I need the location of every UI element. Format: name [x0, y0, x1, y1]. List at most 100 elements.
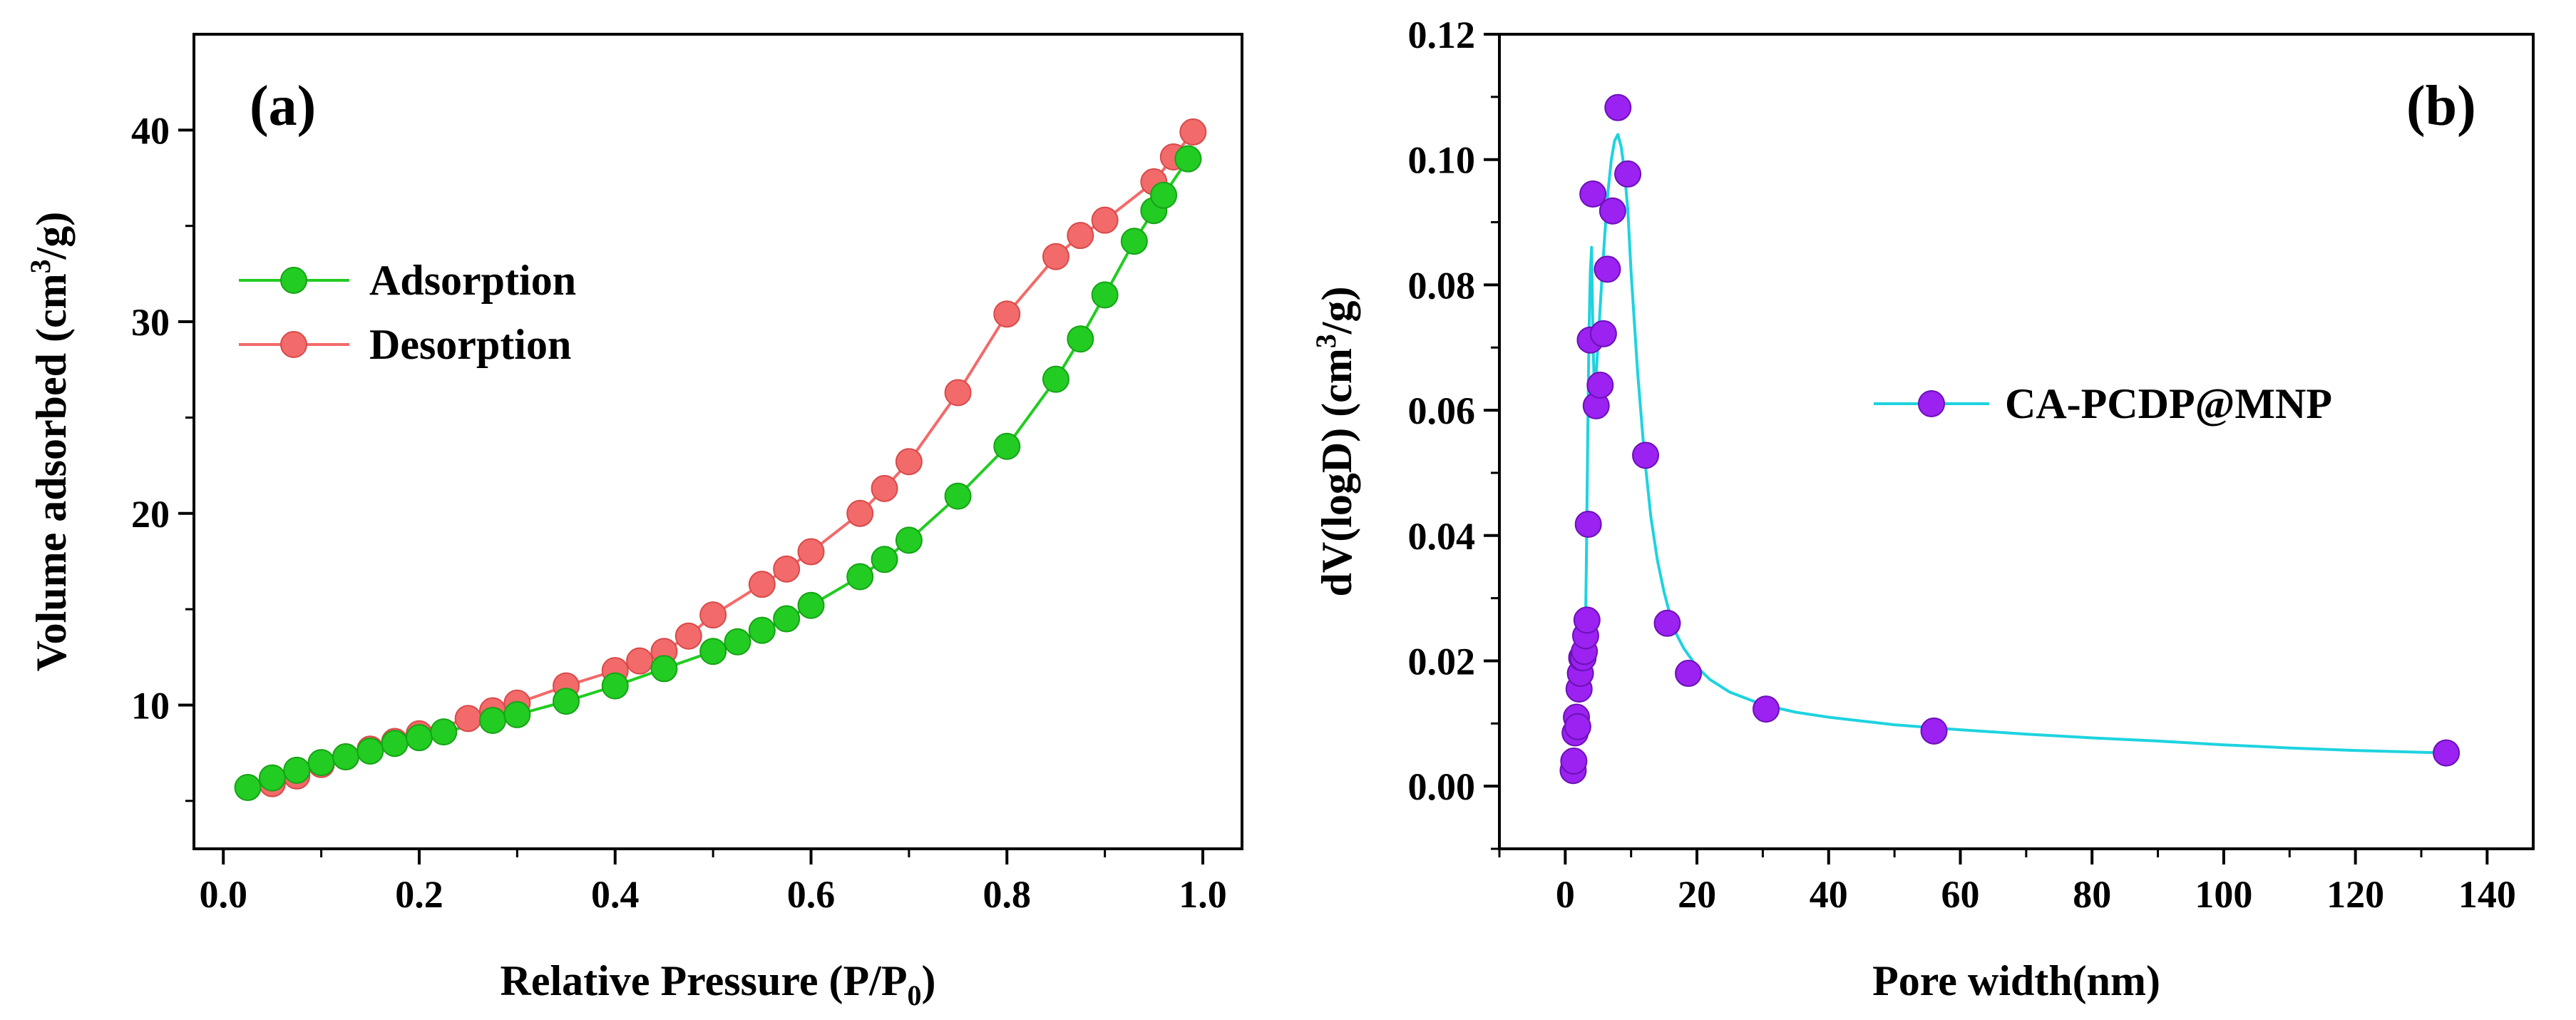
x-tick-label-b: 140	[2458, 873, 2516, 916]
y-tick-label-a: 20	[131, 493, 170, 536]
adsorption-point	[895, 526, 923, 554]
adsorption-point	[724, 628, 751, 656]
adsorption-point	[356, 737, 384, 765]
desorption-point	[1091, 206, 1119, 234]
y-tick-label-b: 0.06	[1408, 389, 1476, 432]
adsorption-point	[748, 616, 776, 644]
legend-pore-label: CA-PCDP@MNP	[2005, 380, 2332, 427]
adsorption-point	[773, 605, 801, 633]
legend-adsorption-marker	[280, 267, 307, 294]
adsorption-point	[601, 672, 629, 700]
legend-pore-marker	[1918, 390, 1945, 417]
x-axis-label-a: Relative Pressure (P/P0)	[501, 957, 936, 1011]
desorption-point	[626, 647, 654, 675]
pore-point	[1564, 713, 1591, 740]
adsorption-point	[307, 749, 335, 777]
adsorption-point	[553, 688, 580, 715]
adsorption-point	[283, 756, 311, 784]
pore-point	[1675, 660, 1703, 688]
legend-a: Adsorption Desorption	[239, 257, 576, 368]
panel-a: 0.0 0.2 0.4 0.6 0.8 1.0 10 20 30 40 (a) Adsorpti…	[24, 33, 1243, 1011]
y-tick-label-b: 0.04	[1408, 515, 1476, 558]
pore-point	[1594, 255, 1621, 283]
adsorption-point	[430, 718, 458, 746]
legend-adsorption-label: Adsorption	[369, 257, 576, 304]
desorption-point	[748, 571, 776, 598]
x-tick-label-b: 120	[2326, 873, 2384, 916]
desorption-line	[272, 131, 1194, 785]
adsorption-point	[1150, 181, 1178, 209]
x-tick-label-b: 100	[2195, 873, 2252, 916]
pore-point	[1573, 606, 1601, 634]
x-tick-label-b: 60	[1941, 873, 1979, 916]
adsorption-point	[1067, 325, 1094, 353]
x-tick-label-a: 0.6	[787, 873, 836, 916]
pore-point	[1599, 197, 1626, 225]
pore-point	[1920, 717, 1948, 745]
panel-label-a: (a)	[250, 75, 316, 138]
adsorption-point	[1174, 145, 1202, 173]
x-tick-label-b: 20	[1678, 873, 1716, 916]
adsorption-point	[699, 638, 727, 665]
pore-point	[1614, 160, 1642, 188]
desorption-point	[895, 448, 923, 476]
legend-desorption-label: Desorption	[369, 321, 571, 368]
desorption-point	[1067, 222, 1094, 250]
y-tick-label-a: 30	[131, 301, 170, 344]
desorption-point	[773, 555, 801, 583]
adsorption-point	[846, 563, 874, 591]
adsorption-point	[1042, 365, 1069, 393]
pore-point	[1586, 371, 1614, 399]
x-tick-label-a: 0.8	[983, 873, 1032, 916]
adsorption-point	[381, 730, 409, 758]
pore-point	[1632, 442, 1660, 469]
x-axis-label-b: Pore width(nm)	[1872, 957, 2160, 1004]
x-tick-label-b: 0	[1556, 873, 1575, 916]
x-tick-label-a: 1.0	[1179, 873, 1227, 916]
desorption-point	[699, 601, 727, 629]
adsorption-point	[797, 591, 825, 619]
desorption-point	[797, 538, 825, 566]
pore-point	[2433, 739, 2460, 767]
desorption-point	[944, 379, 972, 407]
adsorption-point	[944, 482, 972, 510]
y-tick-label-a: 10	[131, 684, 170, 727]
adsorption-point	[503, 700, 531, 728]
desorption-point	[1042, 243, 1069, 270]
adsorption-point	[258, 764, 286, 792]
y-tick-label-b: 0.02	[1408, 640, 1476, 683]
x-tick-label-b: 80	[2073, 873, 2111, 916]
y-tick-label-b: 0.08	[1408, 264, 1476, 307]
pore-point	[1579, 180, 1607, 208]
desorption-point	[993, 300, 1021, 328]
x-tick-label-a: 0.2	[395, 873, 443, 916]
x-tick-label-b: 40	[1810, 873, 1848, 916]
panel-b: 0 20 40 60 80 100 120 140 0.00 0.02 0.04 0.06 0.08 0…	[1310, 14, 2535, 1004]
plot-frame-a	[193, 33, 1243, 850]
legend-b: CA-PCDP@MNP	[1874, 380, 2332, 427]
y-tick-label-b: 0.12	[1408, 14, 1476, 56]
desorption-point	[674, 622, 702, 650]
y-tick-label-b: 0.00	[1408, 765, 1476, 808]
adsorption-point	[405, 724, 433, 752]
legend-desorption-marker	[280, 331, 307, 358]
adsorption-point	[332, 743, 359, 771]
pore-point	[1589, 320, 1617, 347]
y-tick-label-a: 40	[131, 109, 170, 152]
adsorption-point	[871, 546, 898, 573]
adsorption-point	[1091, 281, 1119, 309]
pore-point	[1560, 748, 1588, 775]
panel-label-b: (b)	[2406, 75, 2476, 138]
desorption-point	[846, 499, 874, 527]
adsorption-point	[234, 774, 262, 802]
adsorption-point	[993, 432, 1021, 460]
plot-frame-b	[1498, 33, 2535, 850]
pore-point	[1653, 609, 1681, 637]
x-tick-label-a: 0.0	[199, 873, 247, 916]
adsorption-point	[650, 655, 678, 683]
adsorption-point	[1120, 228, 1148, 255]
desorption-point	[454, 705, 482, 733]
adsorption-point	[479, 706, 507, 734]
y-tick-label-b: 0.10	[1408, 139, 1476, 182]
